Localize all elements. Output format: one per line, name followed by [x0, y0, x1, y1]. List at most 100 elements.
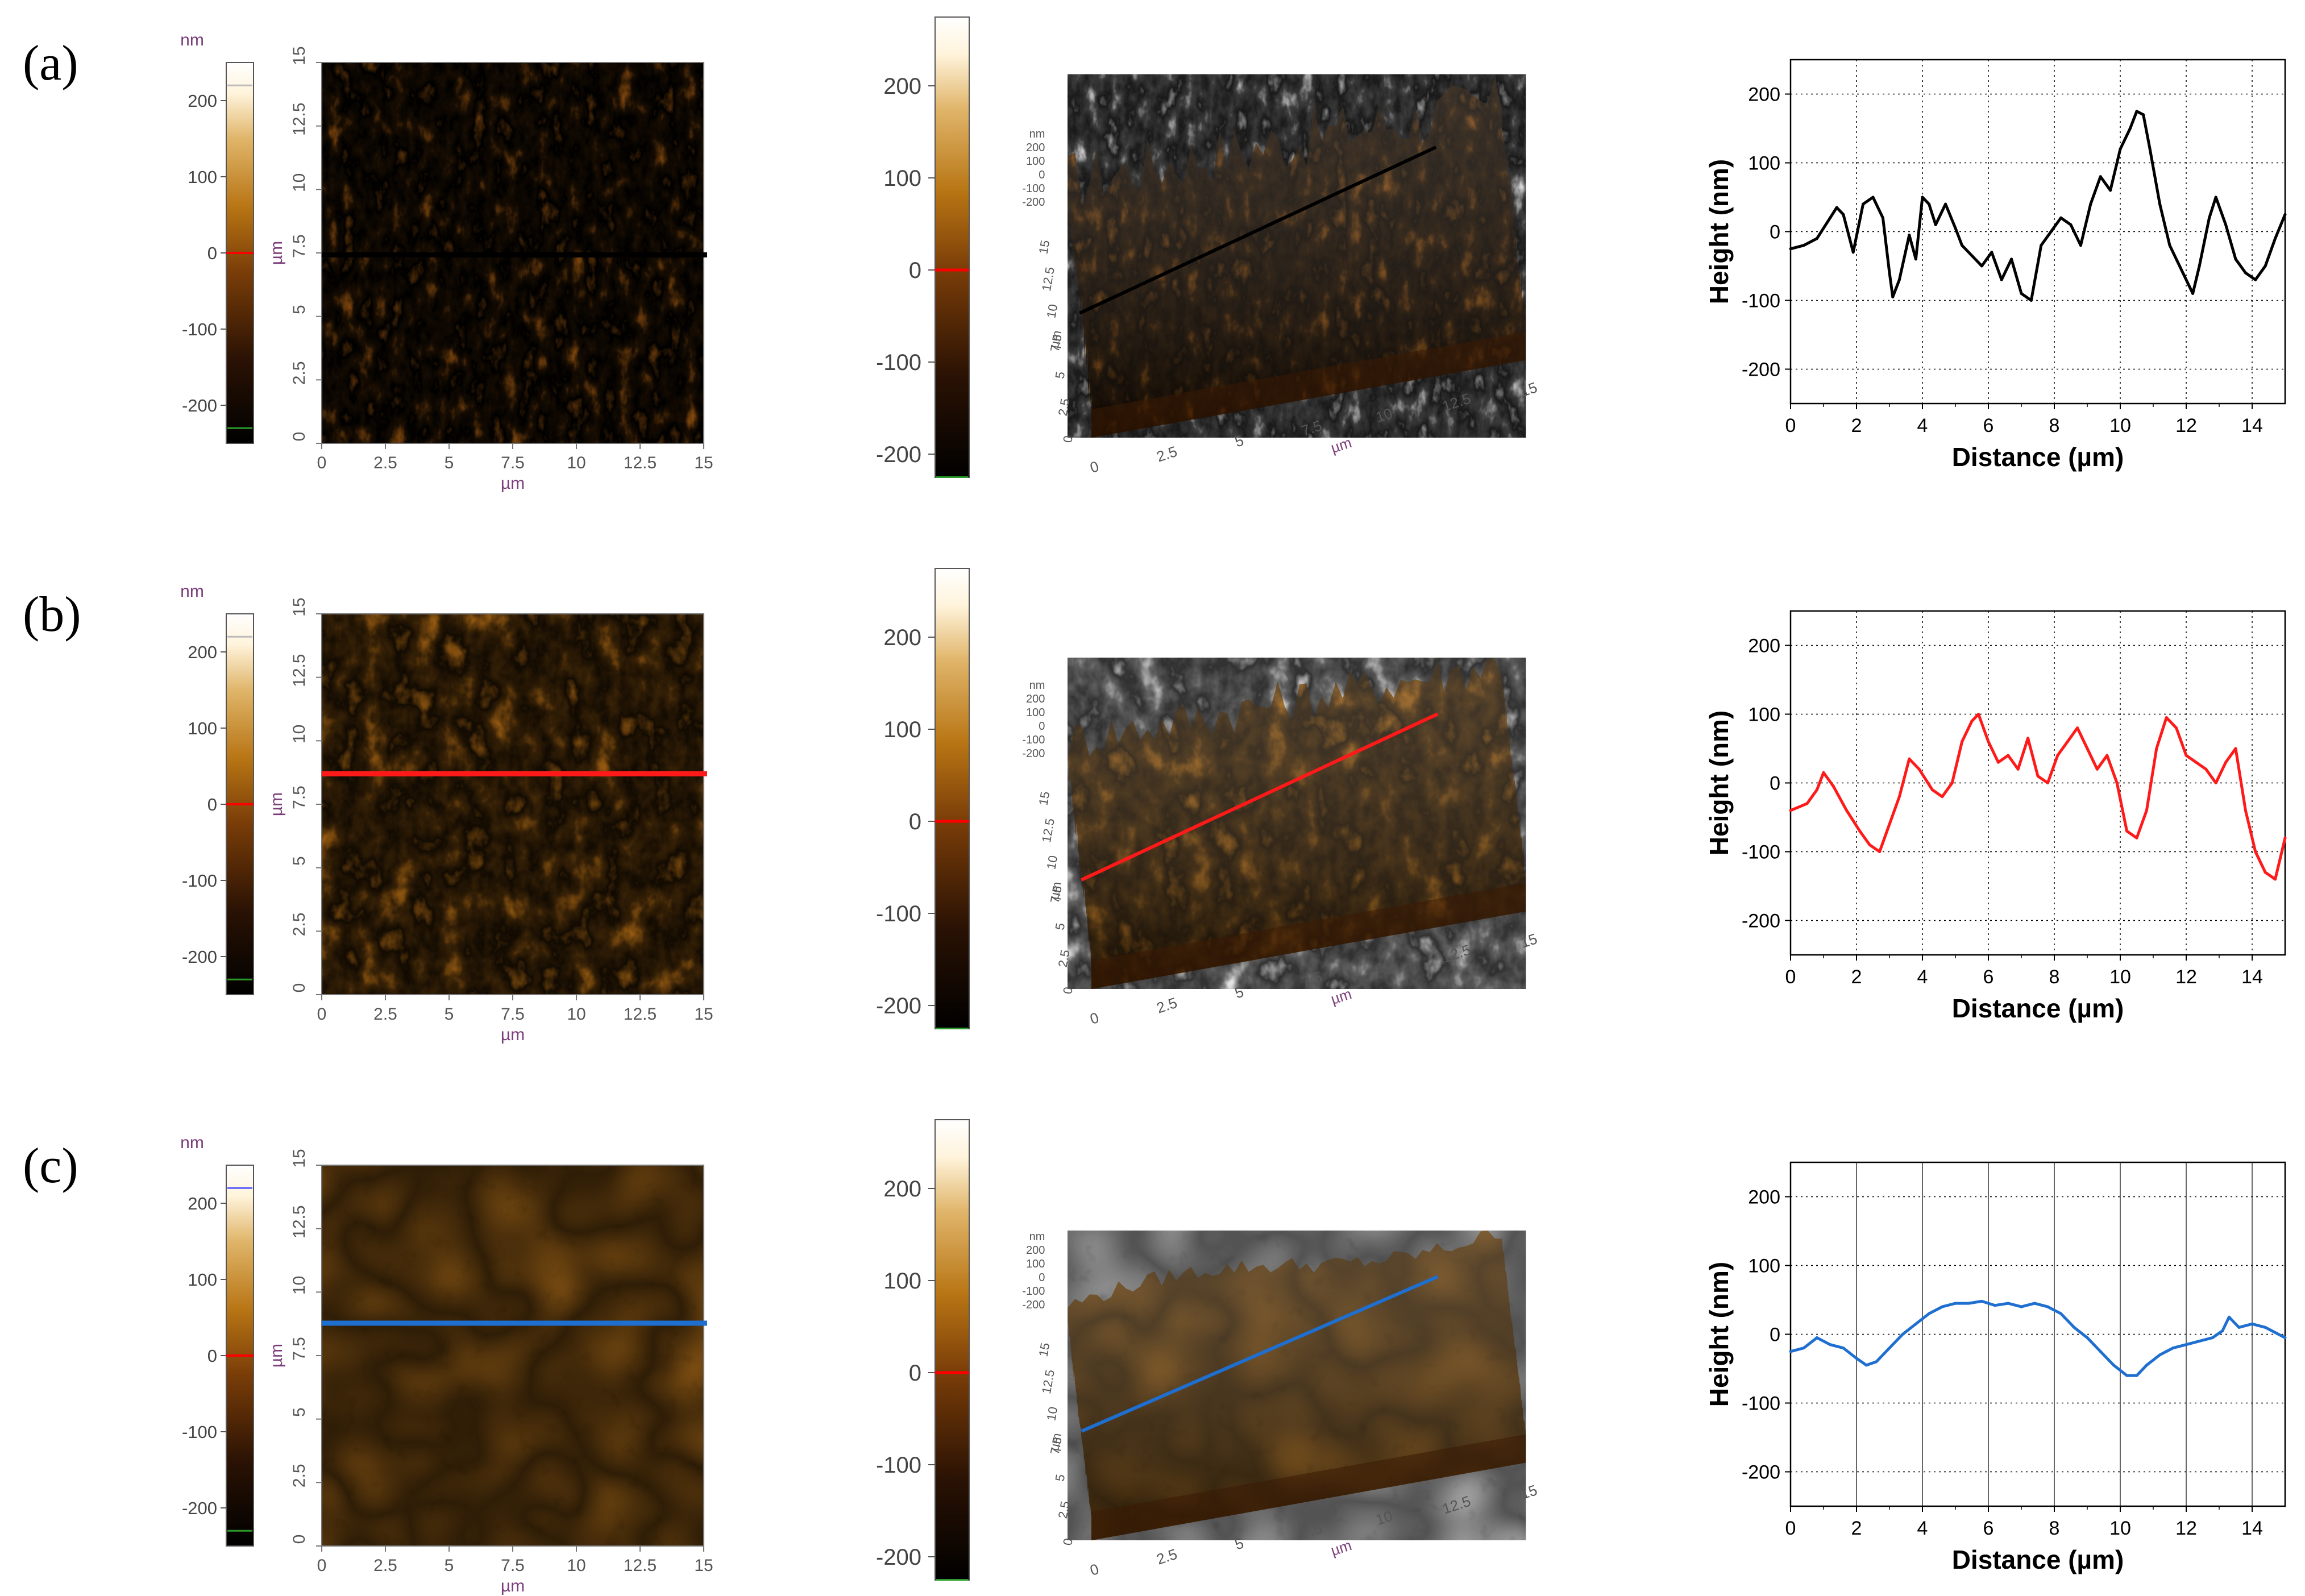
profile-data-point	[1967, 1302, 1970, 1305]
afm-3d-xtick-label: 15	[1518, 379, 1539, 400]
profile-xtick-label: 2	[1851, 415, 1862, 437]
profile-data-point	[1914, 257, 1917, 261]
profile-ytick-label: 200	[1748, 635, 1780, 657]
afm-3d-ytick-label: 15	[1036, 239, 1053, 255]
profile-data-point	[2158, 1353, 2162, 1357]
profile-y-axis-label: Height (nm)	[1704, 1262, 1734, 1407]
profile-data-point	[1901, 1333, 1904, 1336]
afm-3d-xtick-label: 7.5	[1299, 417, 1324, 439]
profile-xtick-label: 12	[2175, 966, 2197, 988]
afm-3d-ztick-label: 0	[1039, 169, 1045, 181]
profile-data-point	[2184, 754, 2188, 757]
afm-3d-xtick-label: 5	[1233, 983, 1246, 1001]
profile-data-point	[1941, 795, 1944, 799]
profile-xtick-label: 2	[1851, 1518, 1862, 1539]
profile-data-point	[1996, 760, 2000, 764]
profile-data-point	[2244, 809, 2247, 812]
afm-3d-xtick-label: 7.5	[1299, 968, 1324, 991]
profile-data-point	[1789, 247, 1792, 251]
profile-data-point	[2069, 223, 2073, 226]
profile-data-point	[2046, 1305, 2049, 1308]
afm-2d-ytick-label: 2.5	[290, 361, 309, 385]
profile-data-point	[1875, 1360, 1878, 1364]
afm-3d-ztick-label: 200	[1026, 1244, 1045, 1257]
profile-ytick-label: 200	[1748, 84, 1780, 106]
profile-ytick-label: -100	[1742, 290, 1780, 312]
profile-data-point	[2105, 754, 2109, 757]
afm-2d-xtick-label: 12.5	[624, 1556, 657, 1575]
profile-data-point	[2221, 1329, 2224, 1332]
profile-y-axis-label: Height (nm)	[1704, 159, 1734, 305]
afm-2d-ytick-label: 0	[290, 983, 309, 993]
afm-3d-ztick-label: -200	[1022, 196, 1045, 209]
afm-2d-xtick-label: 2.5	[373, 1556, 397, 1575]
profile-data-point	[2234, 747, 2237, 750]
profile-data-point	[2168, 244, 2171, 247]
profile-data-point	[1970, 720, 1974, 723]
profile-data-point	[1858, 829, 1862, 833]
afm-2d-x-unit: µm	[501, 1577, 525, 1595]
afm-3d-ztick-label: -200	[1022, 1299, 1045, 1311]
profile-data-point	[1851, 251, 1855, 254]
afm-3d-ytick-label: 2.5	[1056, 949, 1073, 968]
afm-3d-ztick-label: 0	[1039, 1271, 1045, 1284]
afm-3d-ytick-label: 0	[1060, 986, 1075, 995]
profile-data-point	[1829, 1343, 1832, 1346]
profile-ytick-label: -100	[1742, 1393, 1780, 1415]
profile-data-point	[1815, 1336, 1818, 1340]
colorbar-tick-label: 200	[188, 1194, 217, 1213]
afm-3d-ztick-label: -100	[1022, 734, 1045, 746]
profile-xtick-label: 0	[1785, 415, 1796, 437]
afm-3d-ytick-label: µm	[1047, 1432, 1064, 1452]
colorbar-mid-tick-label: -100	[876, 901, 921, 926]
profile-data-point	[2250, 1322, 2254, 1325]
colorbar-mid-tick-label: 0	[909, 258, 921, 283]
profile-data-point	[2148, 147, 2152, 151]
colorbar-tick-label: -100	[182, 319, 217, 339]
profile-data-point	[2059, 1312, 2063, 1315]
profile-data-point	[1789, 809, 1792, 812]
colorbar-tick-label: -100	[182, 871, 217, 891]
profile-data-point	[1954, 1302, 1957, 1305]
profile-xtick-label: 4	[1917, 1518, 1928, 1539]
profile-ytick-label: 100	[1748, 704, 1780, 726]
profile-data-point	[2237, 1325, 2241, 1329]
profile-ytick-label: -200	[1742, 1462, 1780, 1483]
profile-xtick-label: 0	[1785, 966, 1796, 988]
afm-2d-xtick-label: 0	[317, 1005, 327, 1024]
colorbar-tick-label: -100	[182, 1422, 217, 1442]
afm-2d-ytick-label: 5	[290, 856, 309, 866]
afm-3d-x-unit: µm	[1328, 1536, 1353, 1559]
afm-3d-ztick-label: nm	[1029, 679, 1045, 692]
profile-data-point	[2046, 782, 2049, 784]
panel-label: (b)	[23, 587, 81, 642]
colorbar-mid-tick-label: 0	[909, 809, 921, 834]
profile-data-point	[2145, 809, 2148, 812]
profile-data-point	[2283, 836, 2287, 839]
afm-3d-ztick-label: 100	[1026, 706, 1045, 719]
profile-data-point	[2007, 1302, 2010, 1305]
profile-data-point	[2109, 189, 2112, 192]
colorbar-mid-tick-label: -200	[876, 994, 921, 1019]
profile-data-point	[1993, 1304, 1997, 1307]
profile-data-point	[2224, 760, 2228, 764]
profile-data-point	[2086, 747, 2089, 750]
afm-3d-ytick-label: 7.5	[1048, 884, 1065, 904]
afm-3d-front-edge	[1091, 1434, 1526, 1540]
afm-3d-xtick-label: 15	[1518, 1481, 1539, 1502]
profile-xtick-label: 10	[2109, 966, 2131, 988]
afm-2d-xtick-label: 7.5	[501, 1556, 525, 1575]
afm-2d-xtick-label: 12.5	[624, 1005, 657, 1024]
profile-data-point	[1921, 196, 1924, 199]
profile-xtick-label: 2	[1851, 966, 1862, 988]
profile-data-point	[1878, 850, 1882, 853]
colorbar-mid-tick-label: -100	[876, 350, 921, 375]
profile-data-point	[2135, 110, 2138, 113]
afm-2d-y-unit: µm	[267, 792, 286, 816]
profile-data-point	[2056, 754, 2059, 757]
profile-xtick-label: 14	[2241, 966, 2263, 988]
profile-data-point	[2029, 299, 2033, 302]
afm-2d-ytick-label: 10	[290, 725, 309, 743]
